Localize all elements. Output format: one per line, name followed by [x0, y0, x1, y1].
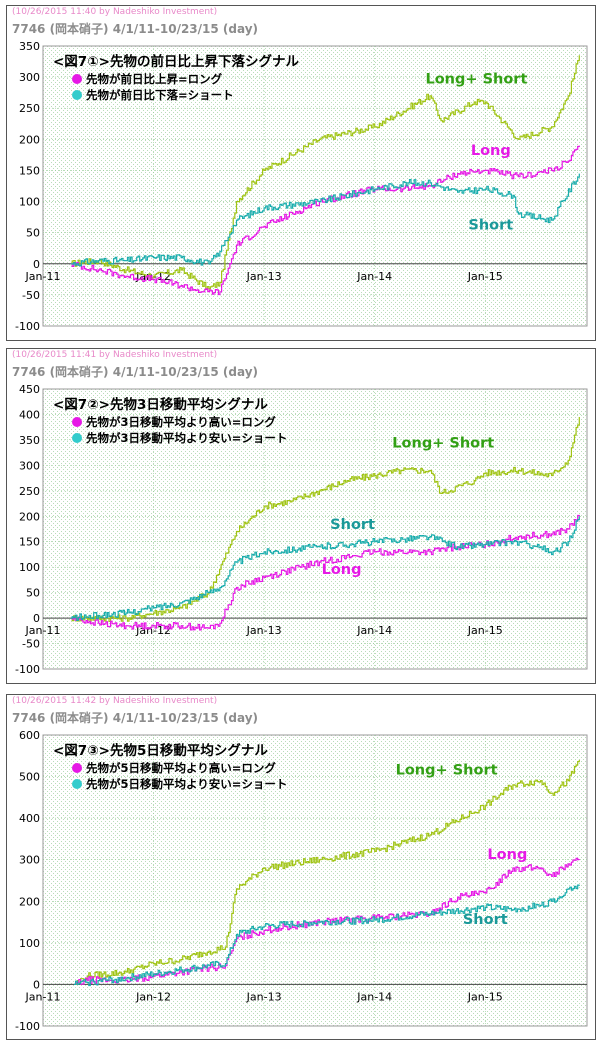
x-tick-label: Jan-11	[25, 270, 61, 283]
y-tick-label: 100	[19, 561, 40, 574]
ticker-title-2: 7746 (岡本硝子) 4/1/11-10/23/15 (day)	[12, 365, 259, 379]
y-tick-label: -50	[22, 289, 40, 302]
legend-marker	[72, 763, 82, 773]
legend-label: 先物が3日移動平均より安い=ショート	[86, 431, 287, 445]
legend-label: 先物が5日移動平均より安い=ショート	[86, 777, 287, 791]
y-tick-label: 250	[19, 485, 40, 498]
timestamp-1: (10/26/2015 11:40 by Nadeshiko Investmen…	[12, 7, 218, 17]
legend-marker	[72, 417, 82, 427]
y-tick-label: 150	[19, 164, 40, 177]
legend-label: 先物が前日比下落=ショート	[86, 88, 234, 102]
timestamp-2: (10/26/2015 11:41 by Nadeshiko Investmen…	[12, 350, 218, 360]
annotation-label: Short	[468, 218, 513, 234]
y-tick-label: 0	[33, 258, 40, 271]
legend-marker	[72, 74, 82, 84]
y-tick-label: -100	[15, 1020, 40, 1033]
x-tick-label: Jan-13	[246, 270, 282, 283]
annotation-label: Short	[330, 517, 375, 533]
chart-title: <図7②>先物3日移動平均シグナル	[53, 396, 268, 413]
annotation-label: Long	[471, 143, 511, 159]
chart-title: <図7③>先物5日移動平均シグナル	[53, 742, 268, 759]
x-tick-label: Jan-15	[467, 990, 503, 1003]
x-tick-label: Jan-14	[356, 990, 392, 1003]
annotation-label: Long+ Short	[392, 436, 494, 452]
series-line-short	[70, 516, 580, 621]
chart-panel-3: -100 0 100 200 300 400 500 600 Jan-11 Jan-12 Jan-1…	[6, 694, 596, 1040]
chart-panel-1: -100 -50 0 50 100 150 200 250 300 350 Jan-11 Jan-12…	[6, 5, 596, 341]
annotation-label: Long	[322, 562, 362, 578]
line-chart-3: -100 0 100 200 300 400 500 600 Jan-11 Jan-12 Jan-1…	[15, 729, 588, 1033]
series-line-long-short	[74, 759, 580, 985]
annotation-label: Long	[487, 847, 527, 863]
x-tick-label: Jan-14	[356, 270, 392, 283]
annotation-label: Short	[463, 912, 508, 928]
y-tick-label: 100	[19, 196, 40, 209]
annotation-label: Long+ Short	[425, 71, 527, 87]
y-tick-label: 350	[19, 40, 40, 53]
x-tick-label: Jan-12	[135, 990, 171, 1003]
chart-panel-2: -100 -50 0 50 100 150 200 250 300 350 400 450 Jan-11…	[6, 348, 596, 684]
y-tick-label: -100	[15, 320, 40, 333]
y-tick-label: 400	[19, 812, 40, 825]
series-line-short	[70, 173, 580, 267]
y-tick-label: 350	[19, 434, 40, 447]
plot-area	[42, 734, 588, 1027]
x-tick-label: Jan-11	[25, 990, 61, 1003]
y-tick-label: 50	[26, 227, 40, 240]
y-tick-label: 0	[33, 612, 40, 625]
legend-label: 先物が5日移動平均より高い=ロング	[86, 761, 276, 775]
y-tick-label: 600	[19, 729, 40, 742]
y-tick-label: 300	[19, 459, 40, 472]
series-line-long-short	[70, 417, 580, 622]
y-tick-label: 200	[19, 133, 40, 146]
series-line-long	[70, 514, 580, 631]
y-tick-label: 500	[19, 771, 40, 784]
series-line-long-short	[70, 55, 580, 290]
line-chart-2: -100 -50 0 50 100 150 200 250 300 350 400 450 Jan-11…	[15, 383, 588, 676]
ticker-title-1: 7746 (岡本硝子) 4/1/11-10/23/15 (day)	[12, 22, 259, 36]
y-tick-label: 200	[19, 895, 40, 908]
legend-marker	[72, 90, 82, 100]
x-tick-label: Jan-13	[246, 624, 282, 637]
series-line-short	[74, 884, 580, 987]
y-tick-label: 200	[19, 510, 40, 523]
y-tick-label: 300	[19, 854, 40, 867]
x-tick-label: Jan-14	[356, 624, 392, 637]
legend-marker	[72, 433, 82, 443]
legend-label: 先物が3日移動平均より高い=ロング	[86, 415, 276, 429]
ticker-title-3: 7746 (岡本硝子) 4/1/11-10/23/15 (day)	[12, 711, 259, 725]
y-tick-label: 250	[19, 102, 40, 115]
y-tick-label: 0	[33, 978, 40, 991]
x-tick-label: Jan-15	[467, 624, 503, 637]
y-tick-label: 150	[19, 536, 40, 549]
legend-marker	[72, 779, 82, 789]
y-tick-label: -100	[15, 663, 40, 676]
y-tick-label: 400	[19, 408, 40, 421]
y-tick-label: 50	[26, 587, 40, 600]
y-tick-label: 450	[19, 383, 40, 396]
y-tick-label: -50	[22, 638, 40, 651]
chart-title: <図7①>先物の前日比上昇下落シグナル	[53, 53, 299, 70]
y-tick-label: 100	[19, 937, 40, 950]
x-tick-label: Jan-11	[25, 624, 61, 637]
annotation-label: Long+ Short	[396, 762, 498, 778]
timestamp-3: (10/26/2015 11:42 by Nadeshiko Investmen…	[12, 696, 218, 706]
legend-label: 先物が前日比上昇=ロング	[86, 72, 223, 86]
x-tick-label: Jan-15	[467, 270, 503, 283]
y-tick-label: 300	[19, 71, 40, 84]
x-tick-label: Jan-13	[246, 990, 282, 1003]
plot-area	[42, 388, 588, 670]
